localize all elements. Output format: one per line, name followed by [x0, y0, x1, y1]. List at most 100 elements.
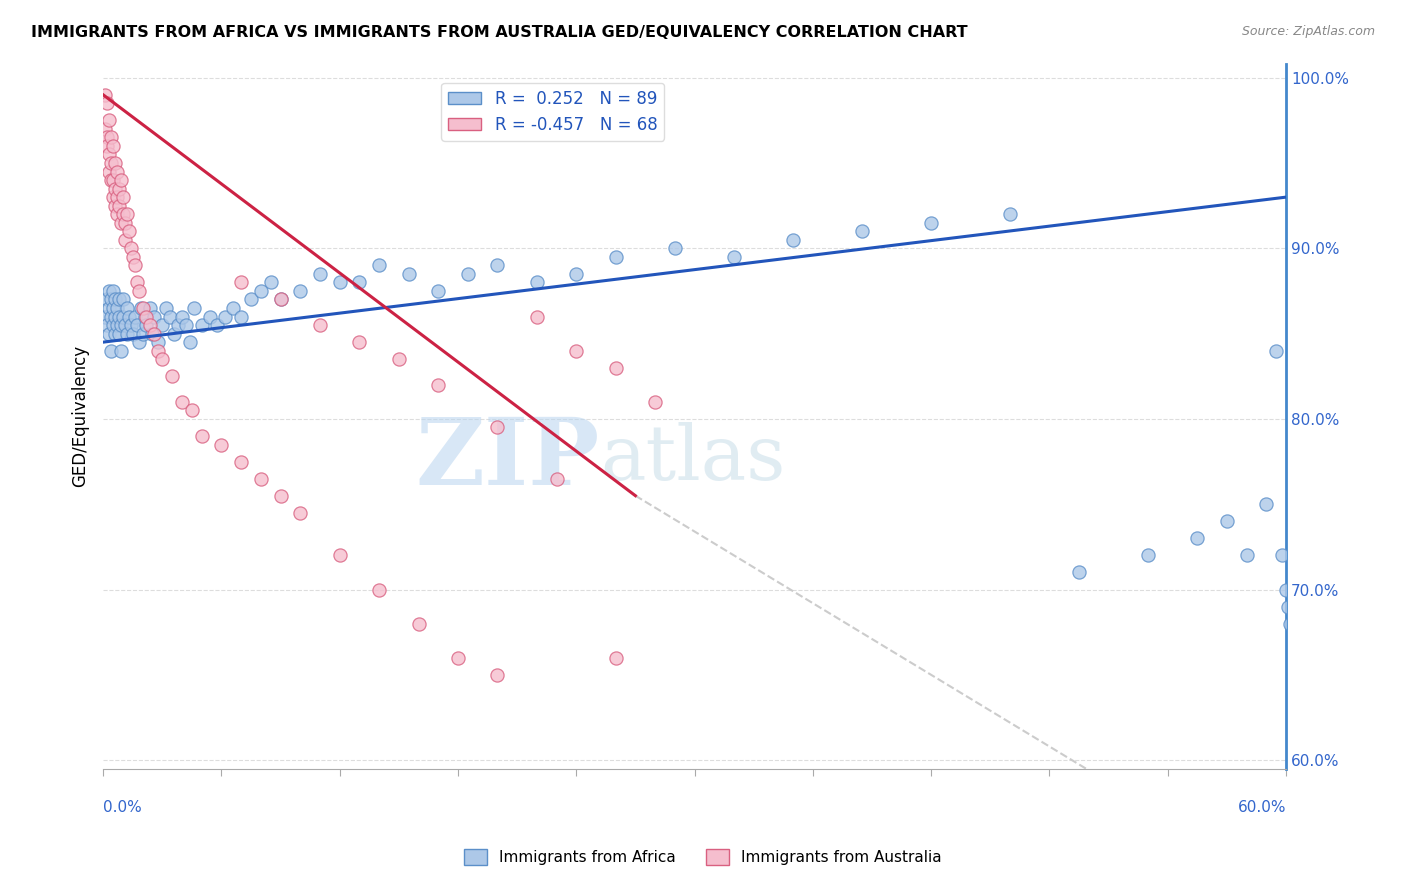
Point — [111, 207, 134, 221]
Point — [120, 241, 142, 255]
Point — [100, 156, 122, 170]
Point — [486, 420, 509, 434]
Point — [170, 310, 193, 324]
Point — [349, 276, 371, 290]
Point — [104, 199, 127, 213]
Point — [329, 276, 352, 290]
Point — [260, 276, 283, 290]
Point — [851, 224, 873, 238]
Legend: R =  0.252   N = 89, R = -0.457   N = 68: R = 0.252 N = 89, R = -0.457 N = 68 — [441, 83, 664, 141]
Point — [105, 164, 128, 178]
Point — [457, 267, 479, 281]
Point — [209, 437, 232, 451]
Point — [526, 276, 548, 290]
Point — [1067, 566, 1090, 580]
Point — [180, 403, 202, 417]
Point — [229, 310, 252, 324]
Point — [309, 318, 332, 332]
Point — [229, 454, 252, 468]
Point — [101, 139, 124, 153]
Point — [1278, 616, 1301, 631]
Point — [131, 301, 153, 315]
Point — [110, 318, 132, 332]
Point — [105, 301, 128, 315]
Point — [1236, 549, 1258, 563]
Point — [121, 250, 143, 264]
Point — [605, 650, 627, 665]
Text: IMMIGRANTS FROM AFRICA VS IMMIGRANTS FROM AUSTRALIA GED/EQUIVALENCY CORRELATION : IMMIGRANTS FROM AFRICA VS IMMIGRANTS FRO… — [31, 25, 967, 40]
Point — [98, 301, 121, 315]
Point — [96, 293, 118, 307]
Point — [111, 310, 134, 324]
Point — [125, 318, 148, 332]
Point — [111, 190, 134, 204]
Point — [270, 293, 292, 307]
Point — [150, 318, 173, 332]
Point — [111, 293, 134, 307]
Point — [207, 318, 229, 332]
Point — [270, 489, 292, 503]
Point — [94, 310, 117, 324]
Point — [368, 259, 391, 273]
Point — [100, 310, 122, 324]
Point — [1265, 343, 1288, 358]
Point — [104, 156, 127, 170]
Point — [101, 190, 124, 204]
Point — [98, 326, 121, 341]
Point — [105, 207, 128, 221]
Point — [98, 147, 121, 161]
Point — [349, 335, 371, 350]
Point — [139, 301, 162, 315]
Point — [1136, 549, 1159, 563]
Point — [100, 343, 122, 358]
Point — [398, 267, 420, 281]
Point — [128, 335, 150, 350]
Point — [129, 301, 152, 315]
Point — [1271, 549, 1294, 563]
Point — [160, 369, 183, 384]
Point — [782, 233, 804, 247]
Point — [1256, 497, 1278, 511]
Point — [150, 352, 173, 367]
Point — [101, 301, 124, 315]
Point — [100, 173, 122, 187]
Point — [1187, 532, 1209, 546]
Point — [170, 395, 193, 409]
Point — [368, 582, 391, 597]
Point — [155, 301, 177, 315]
Point — [96, 139, 118, 153]
Point — [105, 318, 128, 332]
Point — [290, 284, 312, 298]
Point — [526, 310, 548, 324]
Point — [148, 343, 170, 358]
Point — [105, 190, 128, 204]
Point — [139, 318, 162, 332]
Point — [723, 250, 745, 264]
Point — [115, 301, 138, 315]
Point — [565, 343, 588, 358]
Point — [920, 216, 942, 230]
Point — [174, 318, 197, 332]
Point — [190, 429, 212, 443]
Point — [486, 259, 509, 273]
Point — [250, 472, 273, 486]
Point — [240, 293, 263, 307]
Point — [141, 326, 163, 341]
Point — [110, 216, 132, 230]
Point — [270, 293, 292, 307]
Point — [290, 506, 312, 520]
Point — [605, 360, 627, 375]
Point — [125, 276, 148, 290]
Point — [96, 318, 118, 332]
Point — [167, 318, 190, 332]
Point — [309, 267, 332, 281]
Point — [143, 326, 166, 341]
Point — [96, 96, 118, 111]
Point — [222, 301, 245, 315]
Point — [163, 326, 186, 341]
Text: Source: ZipAtlas.com: Source: ZipAtlas.com — [1241, 25, 1375, 38]
Point — [408, 616, 430, 631]
Point — [131, 326, 153, 341]
Point — [115, 207, 138, 221]
Point — [1277, 599, 1299, 614]
